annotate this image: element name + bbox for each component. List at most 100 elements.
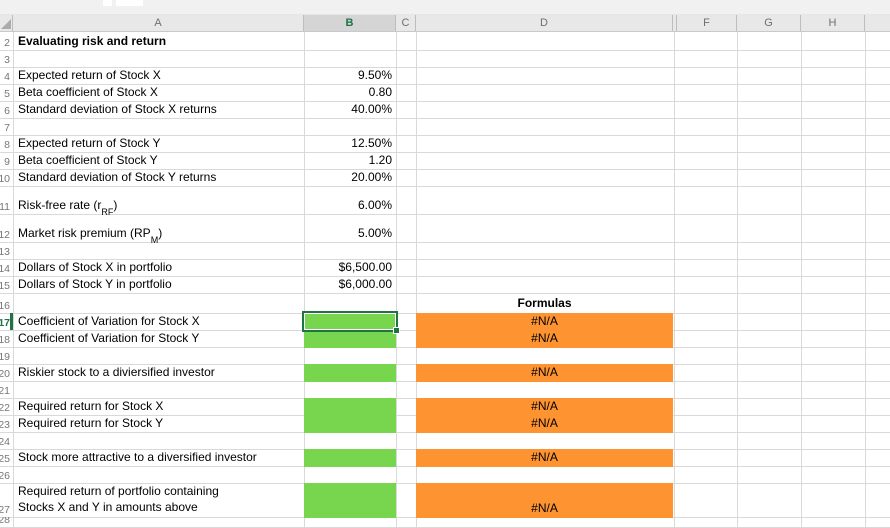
cell-d20[interactable]: #N/A [416, 364, 673, 382]
cell-b5[interactable]: 0.80 [304, 84, 396, 101]
row-header-16[interactable]: 16 [0, 293, 13, 313]
cell-d17[interactable]: #N/A [416, 313, 673, 331]
cell-b11[interactable]: 6.00% [304, 186, 396, 214]
cell-value: $6,000.00 [338, 277, 392, 291]
cell-b9[interactable]: 1.20 [304, 152, 396, 169]
column-header-d[interactable]: D [416, 15, 673, 31]
cell-a8[interactable]: Expected return of Stock Y [13, 135, 304, 152]
cell-b8[interactable]: 12.50% [304, 135, 396, 152]
cell-a4[interactable]: Expected return of Stock X [13, 67, 304, 84]
row-header-14[interactable]: 14 [0, 259, 13, 276]
cell-value: #N/A [531, 399, 558, 413]
cell-b4[interactable]: 9.50% [304, 67, 396, 84]
cell-b27[interactable] [304, 483, 396, 518]
row-header-15[interactable]: 15 [0, 276, 13, 293]
column-header-label: B [345, 17, 354, 29]
column-header-h[interactable]: H [801, 15, 865, 31]
row-number: 23 [0, 419, 10, 431]
cell-b14[interactable]: $6,500.00 [304, 259, 396, 276]
cell-b17[interactable] [304, 313, 396, 331]
column-header-f[interactable]: F [676, 15, 737, 31]
row-header-20[interactable]: 20 [0, 364, 13, 381]
cell-b12[interactable]: 5.00% [304, 214, 396, 242]
gridline-vertical [801, 32, 802, 527]
gridline-horizontal [0, 293, 890, 294]
fill-handle[interactable] [393, 327, 400, 334]
row-header-28[interactable]: 28 [0, 517, 13, 527]
row-number: 22 [0, 402, 10, 414]
cell-b10[interactable]: 20.00% [304, 169, 396, 186]
column-header-label: A [154, 17, 162, 29]
row-header-8[interactable]: 8 [0, 135, 13, 152]
sheet-row: 7 [0, 118, 890, 135]
row-header-4[interactable]: 4 [0, 67, 13, 84]
column-header-b[interactable]: B [304, 15, 396, 31]
cell-b18[interactable] [304, 330, 396, 348]
cell-d23[interactable]: #N/A [416, 415, 673, 433]
cell-d27[interactable]: #N/A [416, 483, 673, 518]
cell-a2[interactable]: Evaluating risk and return [13, 32, 304, 50]
cell-a9[interactable]: Beta coefficient of Stock Y [13, 152, 304, 169]
row-header-12[interactable]: 12 [0, 214, 13, 242]
row-header-24[interactable]: 24 [0, 432, 13, 449]
cell-a6[interactable]: Standard deviation of Stock X returns [13, 101, 304, 118]
cell-a20[interactable]: Riskier stock to a diviersified investor [13, 364, 304, 381]
gridline-vertical [416, 32, 417, 527]
column-header-c[interactable]: C [396, 15, 416, 31]
active-cell-border[interactable] [302, 311, 400, 334]
cell-value: 0.80 [368, 85, 392, 99]
cell-d18[interactable]: #N/A [416, 330, 673, 348]
cell-a14[interactable]: Dollars of Stock X in portfolio [13, 259, 304, 276]
row-header-26[interactable]: 26 [0, 466, 13, 483]
row-header-2[interactable]: 2 [0, 32, 13, 50]
cell-a17[interactable]: Coefficient of Variation for Stock X [13, 313, 304, 330]
cell-a23[interactable]: Required return for Stock Y [13, 415, 304, 432]
cell-text-line: Required return of portfolio containing [18, 484, 219, 498]
cell-a25[interactable]: Stock more attractive to a diversified i… [13, 449, 304, 466]
cell-b15[interactable]: $6,000.00 [304, 276, 396, 293]
cell-b6[interactable]: 40.00% [304, 101, 396, 118]
row-header-21[interactable]: 21 [0, 381, 13, 398]
cell-b22[interactable] [304, 398, 396, 416]
cell-a10[interactable]: Standard deviation of Stock Y returns [13, 169, 304, 186]
row-header-22[interactable]: 22 [0, 398, 13, 415]
cell-value: #N/A [531, 501, 558, 515]
row-header-10[interactable]: 10 [0, 169, 13, 186]
sheet-row: 20 Riskier stock to a diviersified invest… [0, 364, 890, 382]
row-header-11[interactable]: 11 [0, 186, 13, 214]
cell-b25[interactable] [304, 449, 396, 467]
cell-a11[interactable]: Risk-free rate (r RF) [18, 198, 118, 217]
cell-d25[interactable]: #N/A [416, 449, 673, 467]
row-header-23[interactable]: 23 [0, 415, 13, 432]
cell-a18[interactable]: Coefficient of Variation for Stock Y [13, 330, 304, 347]
select-all-corner[interactable] [0, 15, 13, 31]
row-header-17[interactable]: 17 [0, 313, 13, 330]
row-header-7[interactable]: 7 [0, 118, 13, 135]
row-header-6[interactable]: 6 [0, 101, 13, 118]
sheet-row: 27 Required return of portfolio containin… [0, 483, 890, 518]
cell-a5[interactable]: Beta coefficient of Stock X [13, 84, 304, 101]
cell-a27[interactable]: Required return of portfolio containing S… [13, 483, 304, 517]
column-header-label: F [703, 17, 710, 29]
row-header-19[interactable]: 19 [0, 347, 13, 364]
column-header-g[interactable]: G [737, 15, 801, 31]
row-header-27[interactable]: 27 [0, 483, 13, 517]
cell-a15[interactable]: Dollars of Stock Y in portfolio [13, 276, 304, 293]
column-header-partial[interactable] [865, 15, 890, 31]
cell-b23[interactable] [304, 415, 396, 433]
row-header-9[interactable]: 9 [0, 152, 13, 169]
row-number: 16 [0, 300, 10, 312]
cell-a12[interactable]: Market risk premium (RP M) [18, 226, 163, 245]
cell-b20[interactable] [304, 364, 396, 382]
cell-a22[interactable]: Required return for Stock X [13, 398, 304, 415]
row-header-3[interactable]: 3 [0, 50, 13, 67]
row-header-25[interactable]: 25 [0, 449, 13, 466]
column-header-a[interactable]: A [13, 15, 304, 31]
column-header-label: D [540, 17, 548, 29]
row-header-5[interactable]: 5 [0, 84, 13, 101]
row-header-13[interactable]: 13 [0, 242, 13, 259]
cell-text: Expected return of Stock X [18, 68, 161, 82]
cell-d22[interactable]: #N/A [416, 398, 673, 416]
row-header-18[interactable]: 18 [0, 330, 13, 347]
cell-d16[interactable]: Formulas [416, 293, 673, 313]
